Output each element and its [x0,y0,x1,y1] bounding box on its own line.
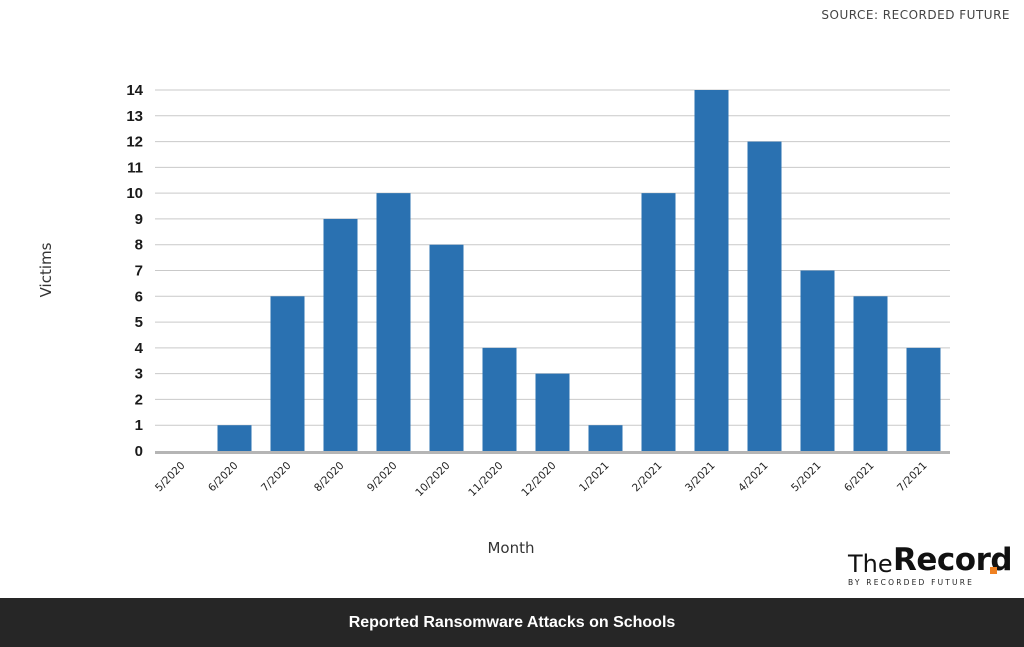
y-tick-label: 10 [126,185,143,202]
bar [535,373,570,451]
x-tick-label: 4/2021 [736,460,771,495]
x-tick-label: 7/2021 [895,460,930,495]
y-tick-label: 13 [126,108,143,125]
x-tick-label: 2/2021 [630,460,665,495]
bar [641,193,676,451]
y-axis-title: Victims [37,242,55,297]
y-tick-label: 4 [135,340,144,357]
bar [853,296,888,451]
x-tick-label: 6/2021 [842,460,877,495]
source-label: SOURCE: RECORDED FUTURE [821,8,1010,22]
x-tick-label: 1/2021 [577,460,612,495]
y-tick-label: 2 [135,391,143,408]
x-tick-label: 5/2020 [153,460,188,495]
logo-tagline: BY RECORDED FUTURE [848,578,975,587]
footer-title: Reported Ransomware Attacks on Schools [348,613,676,631]
bar [588,425,623,451]
bar [800,270,835,451]
footer-title-bar: Reported Ransomware Attacks on Schools [0,598,1024,647]
logo-the-text: The [848,550,893,578]
bar [694,90,729,451]
y-tick-label: 7 [135,263,143,280]
the-record-logo: The Record BY RECORDED FUTURE [848,540,1013,590]
y-tick-label: 14 [126,82,143,99]
y-tick-label: 5 [135,314,143,331]
bar [270,296,305,451]
y-tick-label: 12 [126,134,143,151]
x-tick-label: 11/2020 [466,460,505,499]
x-tick-label: 5/2021 [789,460,824,495]
y-tick-label: 0 [135,443,143,460]
x-axis-ticks: 5/2020 6/2020 7/2020 8/2020 9/2020 10/2020 11/… [153,460,930,499]
x-tick-label: 10/2020 [413,460,452,499]
y-tick-label: 1 [135,417,143,434]
x-axis-title: Month [487,539,534,557]
x-tick-label: 6/2020 [206,460,241,495]
x-tick-label: 9/2020 [365,460,400,495]
x-tick-label: 12/2020 [519,460,558,499]
bar [482,347,517,451]
bar [376,193,411,451]
bar [747,141,782,452]
y-tick-label: 8 [135,237,143,254]
x-tick-label: 8/2020 [312,460,347,495]
bar [323,218,358,451]
bar [429,244,464,451]
y-tick-label: 9 [135,211,143,228]
x-tick-label: 7/2020 [259,460,294,495]
x-tick-label: 3/2021 [683,460,718,495]
logo-dot [990,567,997,574]
bar [906,347,941,451]
bars [217,90,941,452]
y-tick-label: 11 [127,159,143,176]
y-tick-label: 3 [135,366,143,383]
y-tick-label: 6 [135,288,143,305]
bar [217,425,252,451]
